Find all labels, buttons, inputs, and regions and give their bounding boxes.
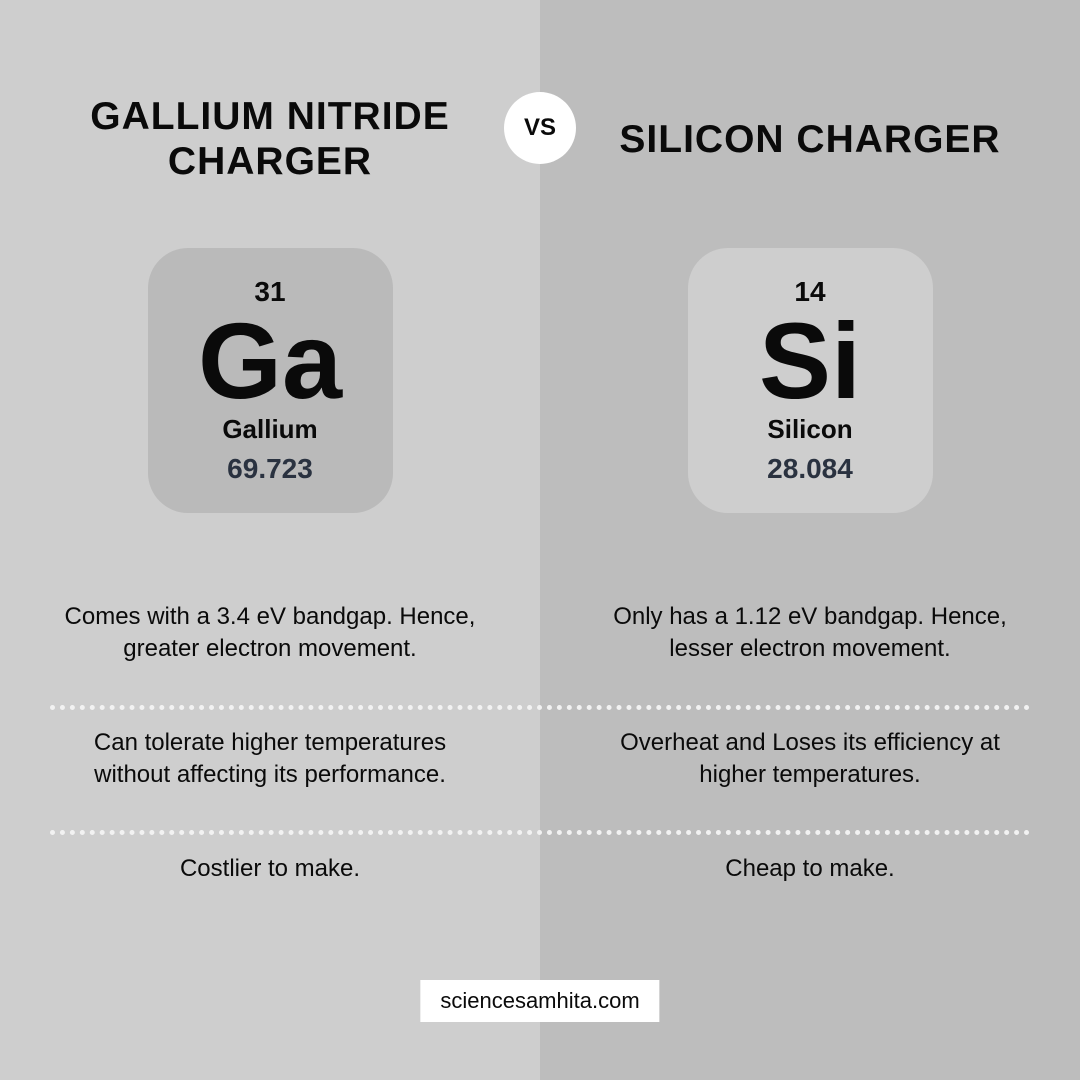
left-heading: GALLIUM NITRIDE CHARGER — [40, 90, 500, 190]
fact-item: Comes with a 3.4 eV bandgap. Hence, grea… — [55, 599, 485, 667]
vs-badge: VS — [504, 92, 576, 164]
element-tile-gallium: 31 Ga Gallium 69.723 — [148, 248, 393, 513]
comparison-container: GALLIUM NITRIDE CHARGER 31 Ga Gallium 69… — [0, 0, 1080, 1080]
fact-item: Costlier to make. — [180, 849, 360, 889]
left-facts: Comes with a 3.4 eV bandgap. Hence, grea… — [40, 599, 500, 889]
dotted-divider — [50, 830, 1030, 835]
element-name: Silicon — [767, 414, 852, 445]
dotted-divider — [50, 705, 1030, 710]
fact-item: Can tolerate higher temperatures without… — [55, 725, 485, 793]
fact-item: Cheap to make. — [725, 849, 894, 889]
right-facts: Only has a 1.12 eV bandgap. Hence, lesse… — [580, 599, 1040, 889]
fact-item: Only has a 1.12 eV bandgap. Hence, lesse… — [595, 599, 1025, 667]
atomic-mass: 28.084 — [767, 453, 853, 485]
element-name: Gallium — [222, 414, 317, 445]
right-heading: SILICON CHARGER — [619, 90, 1000, 190]
right-column: SILICON CHARGER 14 Si Silicon 28.084 Onl… — [540, 0, 1080, 1080]
fact-item: Overheat and Loses its efficiency at hig… — [595, 725, 1025, 793]
element-symbol: Si — [759, 310, 861, 413]
source-link[interactable]: sciencesamhita.com — [420, 980, 659, 1022]
left-column: GALLIUM NITRIDE CHARGER 31 Ga Gallium 69… — [0, 0, 540, 1080]
element-tile-silicon: 14 Si Silicon 28.084 — [688, 248, 933, 513]
atomic-mass: 69.723 — [227, 453, 313, 485]
element-symbol: Ga — [198, 310, 342, 413]
